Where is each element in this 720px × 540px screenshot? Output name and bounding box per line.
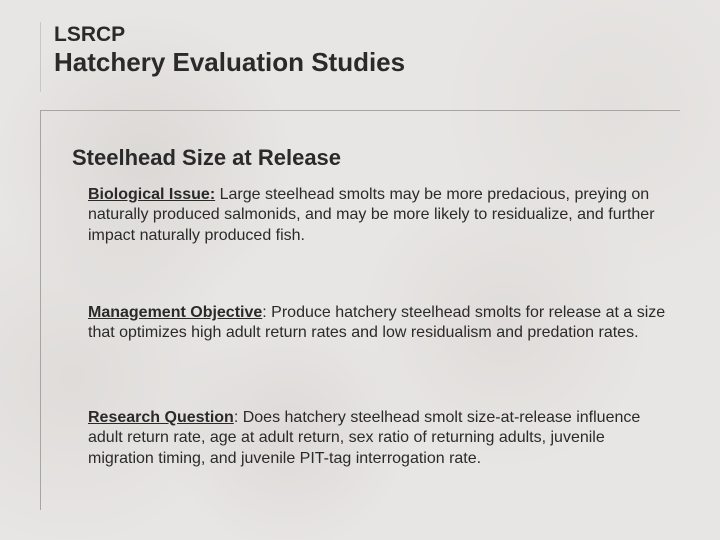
subheading: Steelhead Size at Release (72, 145, 341, 171)
slide: LSRCP Hatchery Evaluation Studies Steelh… (0, 0, 720, 540)
lead-research-question: Research Question (88, 409, 234, 426)
paragraph-biological-issue: Biological Issue: Large steelhead smolts… (88, 185, 672, 246)
lead-management-objective: Management Objective (88, 304, 262, 321)
paragraph-management-objective: Management Objective: Produce hatchery s… (88, 303, 672, 344)
colon-management-objective: : (262, 304, 271, 321)
title-block: LSRCP Hatchery Evaluation Studies (54, 22, 680, 78)
lead-biological-issue: Biological Issue: (88, 186, 215, 203)
colon-research-question: : (234, 409, 243, 426)
paragraph-research-question: Research Question: Does hatchery steelhe… (88, 408, 672, 469)
title-line-2: Hatchery Evaluation Studies (54, 47, 680, 78)
horizontal-rule (40, 110, 680, 111)
title-line-1: LSRCP (54, 22, 680, 47)
vertical-rule-title (40, 22, 41, 92)
vertical-rule (40, 110, 41, 510)
